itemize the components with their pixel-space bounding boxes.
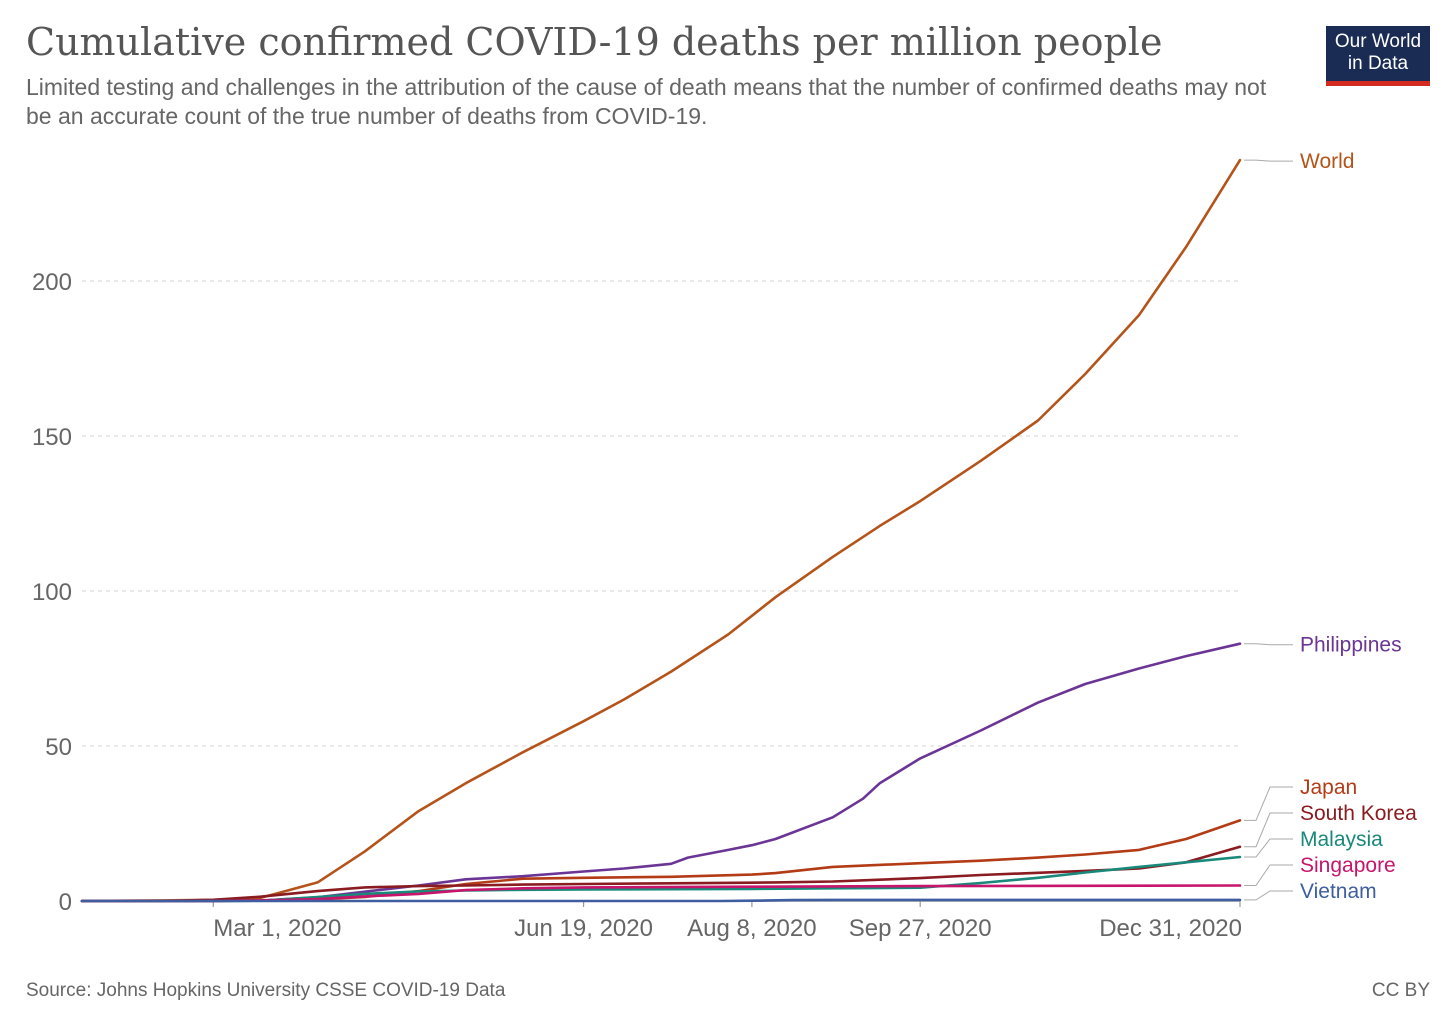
series-line-south-korea [80,845,1242,903]
x-tick-label: Dec 31, 2020 [1099,915,1242,942]
logo-line-1: Our World [1334,31,1422,52]
series-label-world: World [1300,150,1354,173]
line-chart: 0 50 100 150 200 Mar 1, 2020 Jun 19, 2020 Aug 8… [32,150,1417,942]
label-layer: World Philippines Japan South Korea Malaysia… [1244,150,1417,903]
leader-line-singapore [1244,864,1293,886]
y-tick-label: 0 [59,889,72,916]
series-layer [80,158,1242,903]
series-label-philippines: Philippines [1300,634,1402,657]
logo-accent-bar [1326,81,1430,86]
leader-line-malaysia [1244,838,1293,858]
license-link[interactable]: CC BY [1371,980,1430,1001]
leader-line-philippines [1244,643,1293,646]
series-label-singapore: Singapore [1300,854,1396,877]
x-tick-label: Mar 1, 2020 [213,915,341,942]
logo-line-2: in Data [1347,53,1409,74]
series-line-philippines [80,642,1242,903]
source-note: Source: Johns Hopkins University CSSE CO… [26,980,506,1001]
series-label-vietnam: Vietnam [1300,880,1377,903]
leader-line-world [1244,159,1293,162]
leader-line-vietnam [1244,890,1293,901]
series-label-japan: Japan [1300,776,1357,799]
owid-logo[interactable]: Our World in Data [1326,26,1430,86]
chart-title: Cumulative confirmed COVID-19 deaths per… [26,20,1163,64]
series-label-malaysia: Malaysia [1300,828,1383,851]
x-tick-label: Jun 19, 2020 [514,915,653,942]
chart-subtitle: Limited testing and challenges in the at… [26,74,1267,129]
x-tick-label: Sep 27, 2020 [849,915,992,942]
grid-layer: 0 50 100 150 200 Mar 1, 2020 Jun 19, 2020 Aug 8… [32,269,1242,942]
y-tick-label: 50 [45,734,72,761]
y-tick-label: 100 [32,579,72,606]
y-tick-label: 200 [32,269,72,296]
leader-line-japan [1244,786,1293,821]
x-tick-label: Aug 8, 2020 [687,915,816,942]
series-line-world [80,158,1242,903]
leader-line-south-korea [1244,812,1293,848]
y-tick-label: 150 [32,424,72,451]
series-line-vietnam [80,898,1242,903]
series-line-malaysia [80,855,1242,903]
series-label-south-korea: South Korea [1300,802,1417,825]
